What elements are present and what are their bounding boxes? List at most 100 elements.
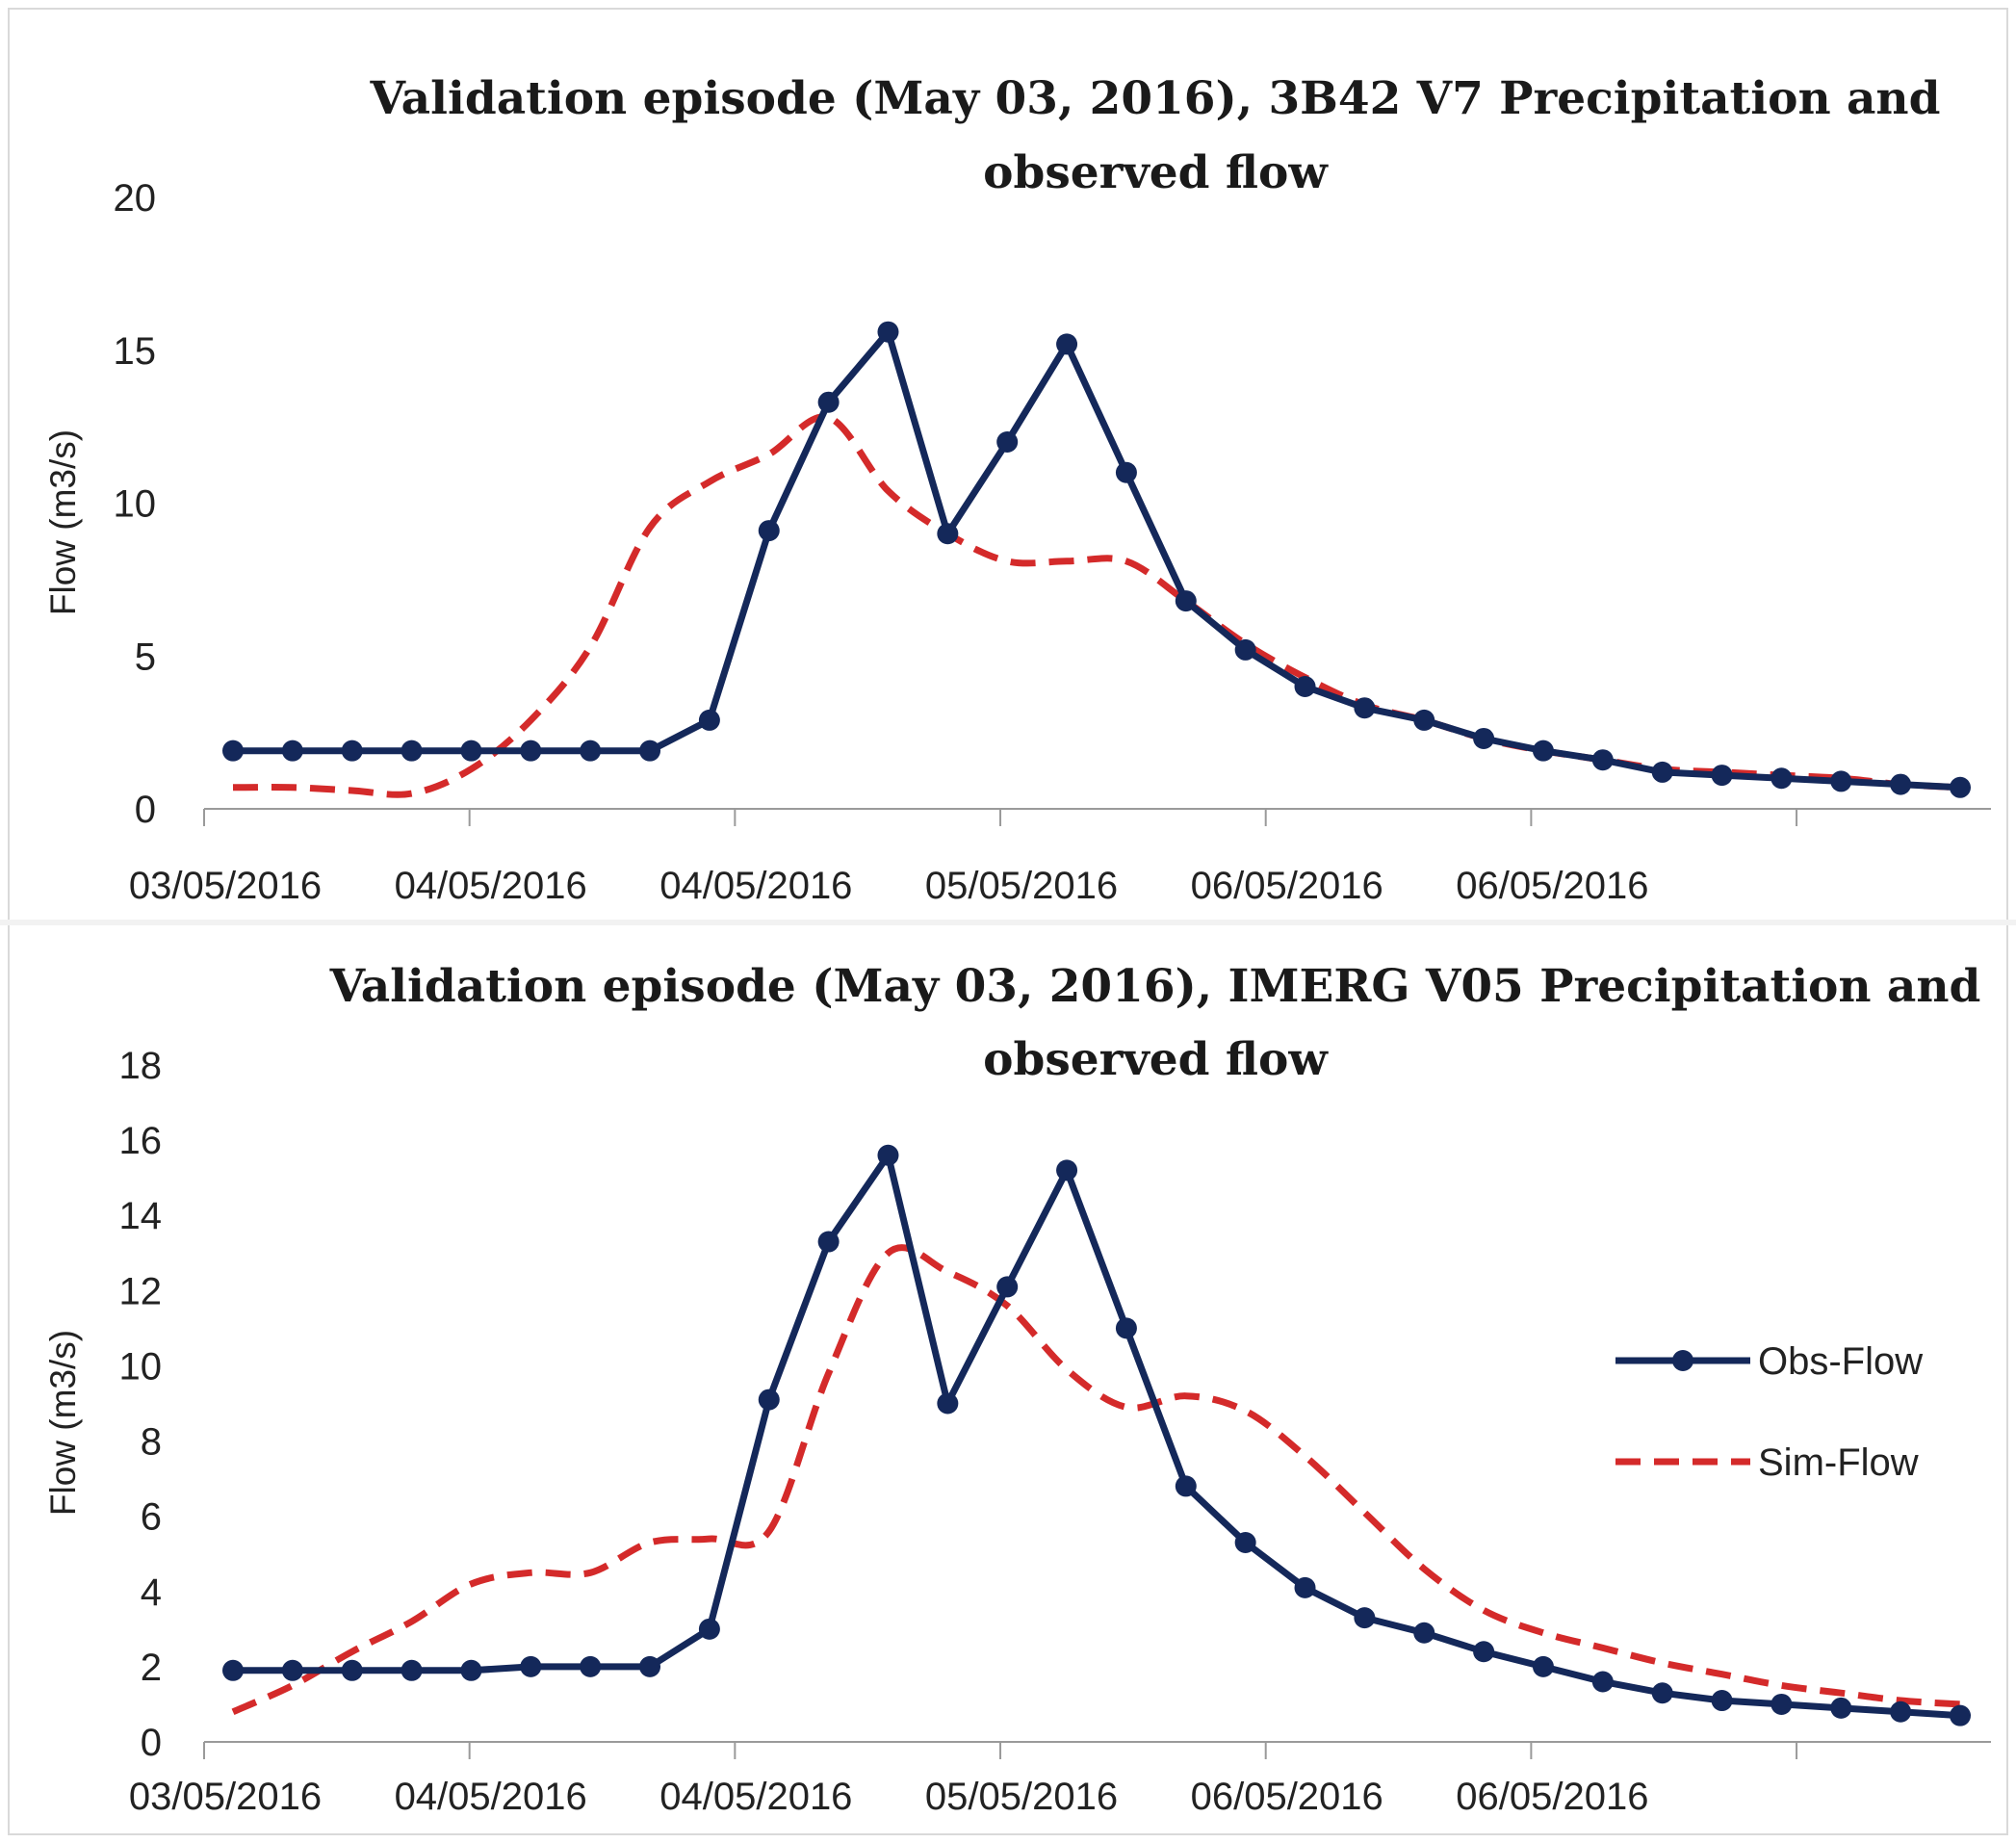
- obs-flow-point: [758, 1389, 780, 1411]
- obs-flow-point: [639, 740, 661, 762]
- obs-flow-point: [1950, 1704, 1971, 1726]
- obs-flow-point: [1354, 697, 1376, 719]
- obs-flow-point: [1532, 1655, 1554, 1677]
- chart-title-line: Validation episode (May 03, 2016), 3B42 …: [370, 72, 1941, 125]
- obs-flow-point: [1115, 461, 1137, 483]
- x-tick-label: 06/05/2016: [1456, 865, 1648, 907]
- obs-flow-point: [1711, 765, 1733, 787]
- chart-title-line: Validation episode (May 03, 2016), IMERG…: [329, 960, 1981, 1013]
- y-tick-label: 4: [141, 1571, 162, 1614]
- obs-flow-point: [281, 740, 303, 762]
- obs-flow-point: [1651, 1682, 1673, 1704]
- obs-flow-point: [580, 1655, 602, 1677]
- obs-flow-point: [520, 1655, 542, 1677]
- x-tick-label: 03/05/2016: [129, 865, 322, 907]
- chart-3b42: Validation episode (May 03, 2016), 3B42 …: [43, 72, 1991, 907]
- obs-flow-point: [1890, 773, 1912, 795]
- obs-flow-point: [520, 740, 542, 762]
- obs-flow-point: [1234, 638, 1256, 661]
- obs-flow-point: [341, 1659, 363, 1681]
- obs-flow-point: [1234, 1532, 1256, 1554]
- sim-flow-line: [232, 413, 1961, 798]
- obs-flow-point: [1591, 1671, 1614, 1693]
- obs-flow-point: [460, 740, 482, 762]
- obs-flow-point: [1473, 727, 1495, 749]
- obs-flow-point: [1294, 1576, 1316, 1598]
- legend-obs-marker: [1672, 1350, 1693, 1371]
- obs-flow-point: [401, 740, 423, 762]
- obs-flow-point: [1532, 740, 1554, 762]
- obs-flow-point: [937, 1392, 959, 1415]
- y-tick-label: 2: [141, 1647, 162, 1689]
- y-tick-label: 0: [141, 1722, 162, 1764]
- obs-flow-point: [996, 431, 1019, 453]
- obs-flow-point: [1056, 1159, 1078, 1181]
- x-tick-label: 06/05/2016: [1191, 865, 1383, 907]
- obs-flow-point: [1770, 1693, 1793, 1715]
- obs-flow-point: [341, 740, 363, 762]
- y-tick-label: 18: [119, 1045, 163, 1087]
- y-tick-label: 6: [141, 1496, 162, 1539]
- sim-flow-line: [231, 1244, 1961, 1715]
- obs-flow-point: [222, 1659, 244, 1681]
- y-tick-label: 0: [135, 789, 156, 831]
- obs-flow-point: [1294, 676, 1316, 697]
- obs-flow-point: [281, 1659, 303, 1681]
- obs-flow-point: [1711, 1690, 1733, 1712]
- obs-flow-point: [1473, 1641, 1495, 1663]
- obs-flow-point: [698, 709, 720, 731]
- x-tick-label: 05/05/2016: [925, 1776, 1118, 1818]
- x-tick-label: 05/05/2016: [925, 865, 1118, 907]
- obs-flow-point: [222, 740, 244, 762]
- y-tick-label: 16: [119, 1120, 163, 1162]
- obs-flow-point: [1175, 590, 1197, 612]
- obs-flow-point: [1413, 709, 1435, 731]
- legend-label: Obs-Flow: [1758, 1340, 1923, 1383]
- x-tick-label: 03/05/2016: [129, 1776, 322, 1818]
- obs-flow-point: [1413, 1622, 1435, 1644]
- obs-flow-point: [1056, 333, 1078, 355]
- obs-flow-point: [877, 321, 899, 343]
- x-tick-label: 04/05/2016: [659, 865, 852, 907]
- legend-label: Sim-Flow: [1758, 1441, 1919, 1484]
- obs-flow-point: [1830, 770, 1852, 792]
- obs-flow-point: [698, 1618, 720, 1640]
- obs-flow-point: [877, 1144, 899, 1166]
- y-axis-label: Flow (m3/s): [43, 1330, 83, 1516]
- y-tick-label: 10: [114, 483, 157, 526]
- y-tick-label: 8: [141, 1421, 162, 1464]
- y-tick-label: 12: [119, 1270, 163, 1312]
- x-tick-label: 04/05/2016: [395, 1776, 587, 1818]
- obs-flow-point: [1890, 1700, 1912, 1723]
- y-tick-label: 5: [135, 636, 156, 678]
- obs-flow-point: [1651, 761, 1673, 783]
- obs-flow-point: [639, 1655, 661, 1677]
- x-tick-label: 04/05/2016: [395, 865, 587, 907]
- x-tick-label: 06/05/2016: [1456, 1776, 1648, 1818]
- obs-flow-point: [1830, 1697, 1852, 1719]
- y-axis-label: Flow (m3/s): [43, 429, 83, 615]
- obs-flow-point: [401, 1659, 423, 1681]
- obs-flow-point: [1770, 767, 1793, 790]
- obs-flow-line: [233, 1147, 1961, 1720]
- obs-flow-point: [1175, 1475, 1197, 1497]
- x-tick-label: 04/05/2016: [659, 1776, 852, 1818]
- obs-flow-point: [937, 523, 959, 545]
- panel-divider: [0, 920, 2016, 925]
- obs-flow-point: [996, 1276, 1019, 1298]
- x-tick-label: 06/05/2016: [1191, 1776, 1383, 1818]
- obs-flow-point: [1115, 1317, 1137, 1339]
- obs-flow-point: [1950, 776, 1971, 798]
- chart-title-line: observed flow: [983, 146, 1329, 199]
- y-tick-label: 20: [114, 177, 157, 220]
- obs-flow-point: [1354, 1607, 1376, 1629]
- y-tick-label: 14: [119, 1195, 163, 1237]
- obs-flow-point: [817, 1231, 840, 1253]
- chart-imerg: Validation episode (May 03, 2016), IMERG…: [43, 960, 1991, 1818]
- chart-title-line: observed flow: [983, 1033, 1329, 1086]
- obs-flow-point: [580, 740, 602, 762]
- obs-flow-point: [817, 391, 840, 413]
- y-tick-label: 10: [119, 1345, 163, 1388]
- y-tick-label: 15: [114, 330, 157, 373]
